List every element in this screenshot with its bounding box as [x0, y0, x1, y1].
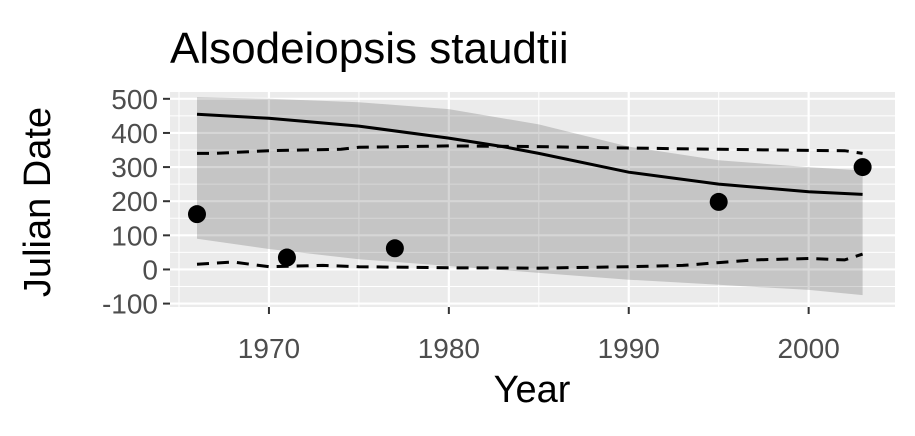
y-tick-label: 100 [111, 220, 158, 251]
y-tick-label: 400 [111, 118, 158, 149]
chart-title: Alsodeiopsis staudtii [170, 24, 569, 73]
x-axis-title: Year [494, 369, 571, 411]
x-tick-label: 2000 [777, 333, 839, 364]
y-tick-label: -100 [102, 289, 158, 320]
data-point [277, 248, 296, 267]
data-point [853, 158, 872, 177]
line-layer [196, 112, 864, 270]
fit-line [196, 112, 863, 196]
y-tick-label: 500 [111, 84, 158, 115]
data-point [709, 192, 728, 211]
plot-panel [170, 92, 895, 307]
data-point [187, 205, 206, 224]
x-tick-label: 1990 [598, 333, 660, 364]
upper-quantile-line [197, 144, 863, 155]
x-tick-label: 1980 [418, 333, 480, 364]
point-layer [187, 158, 872, 267]
y-tick-label: 200 [111, 186, 158, 217]
y-tick-label: 300 [111, 152, 158, 183]
x-tick-label: 1970 [238, 333, 300, 364]
grid-layer [170, 92, 895, 307]
y-tick-label: 0 [142, 254, 158, 285]
data-point [385, 239, 404, 258]
y-axis-title: Julian Date [17, 107, 59, 297]
lower-quantile-line [196, 252, 864, 270]
